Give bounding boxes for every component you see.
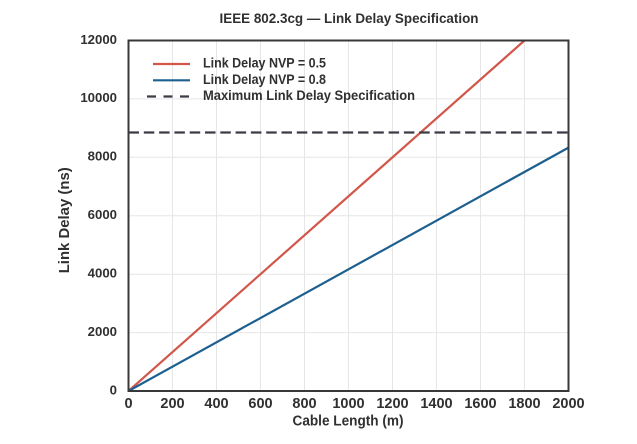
svg-text:12000: 12000	[80, 32, 117, 47]
svg-text:6000: 6000	[88, 207, 117, 222]
svg-text:2000: 2000	[552, 396, 584, 412]
svg-text:1800: 1800	[508, 396, 540, 412]
svg-text:10000: 10000	[80, 90, 117, 105]
svg-text:200: 200	[160, 396, 184, 412]
svg-text:Link Delay NVP = 0.8: Link Delay NVP = 0.8	[203, 72, 326, 87]
svg-text:Link Delay (ns): Link Delay (ns)	[56, 167, 73, 273]
svg-text:1000: 1000	[332, 396, 364, 412]
svg-text:1600: 1600	[464, 396, 496, 412]
svg-text:4000: 4000	[88, 266, 117, 281]
svg-text:IEEE 802.3cg — Link Delay Spec: IEEE 802.3cg — Link Delay Specification	[220, 10, 479, 26]
svg-text:Link Delay NVP = 0.5: Link Delay NVP = 0.5	[203, 56, 326, 71]
svg-text:800: 800	[292, 396, 316, 412]
svg-text:1200: 1200	[376, 396, 408, 412]
svg-text:Cable Length (m): Cable Length (m)	[293, 412, 404, 429]
svg-text:Maximum Link Delay Specificati: Maximum Link Delay Specification	[203, 88, 415, 103]
svg-text:1400: 1400	[420, 396, 452, 412]
svg-text:8000: 8000	[88, 149, 117, 164]
svg-text:0: 0	[124, 396, 132, 412]
svg-text:0: 0	[110, 382, 117, 397]
svg-text:600: 600	[248, 396, 272, 412]
svg-text:2000: 2000	[88, 324, 117, 339]
svg-text:400: 400	[204, 396, 228, 412]
